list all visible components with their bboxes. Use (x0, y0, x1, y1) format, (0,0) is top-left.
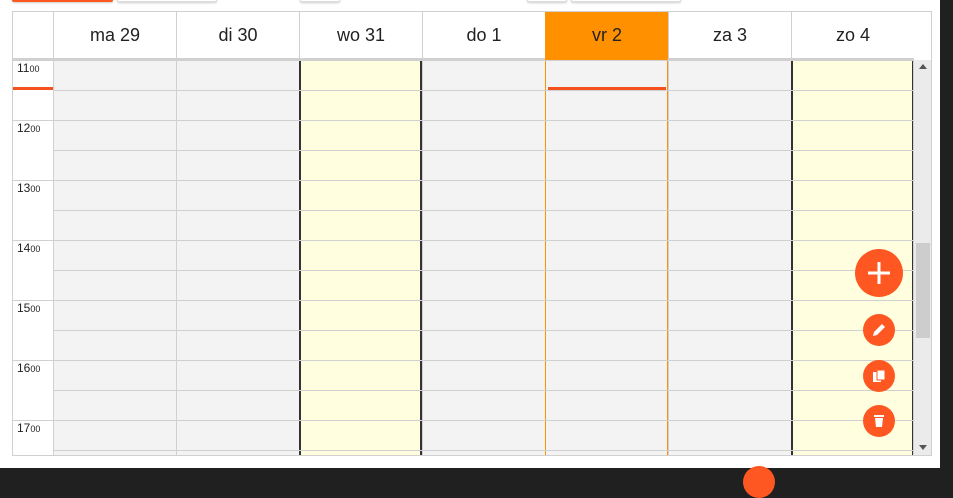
time-header-corner (13, 12, 53, 60)
minutes: 00 (29, 64, 40, 74)
grid-line (53, 180, 913, 181)
grid-line (53, 120, 913, 121)
hour: 13 (17, 181, 31, 195)
toolbar-button-primary[interactable] (12, 0, 113, 2)
minutes: 00 (30, 184, 41, 194)
grid-line (53, 390, 913, 391)
day-header[interactable]: di 30 (176, 12, 299, 60)
grid-line (13, 60, 53, 61)
hour-label: 1600 (17, 361, 40, 375)
current-time-line (548, 87, 666, 90)
hour: 15 (17, 301, 31, 315)
hour-label: 1200 (17, 121, 40, 135)
grid-line (53, 300, 913, 301)
toolbar-button[interactable] (300, 0, 340, 2)
toolbar-button[interactable] (571, 0, 681, 2)
edit-event-button[interactable] (863, 314, 895, 346)
hour-label: 1500 (17, 301, 40, 315)
day-column[interactable] (299, 60, 422, 455)
scroll-down-arrow[interactable] (919, 445, 927, 450)
scroll-up-arrow[interactable] (919, 64, 927, 69)
grid-line (53, 90, 913, 91)
hour-label: 1300 (17, 181, 40, 195)
grid-line (53, 270, 913, 271)
grid-line (53, 240, 913, 241)
grid-line (13, 420, 53, 421)
taskbar-icon[interactable] (743, 466, 775, 498)
delete-event-button[interactable] (863, 405, 895, 437)
grid-line (13, 300, 53, 301)
copy-icon (873, 369, 886, 382)
hour: 14 (17, 241, 31, 255)
day-column[interactable] (176, 60, 299, 455)
hour-label: 1100 (17, 61, 39, 75)
minutes: 00 (30, 304, 41, 314)
hour: 16 (17, 361, 31, 375)
day-column[interactable] (668, 60, 791, 455)
week-calendar: ma 29 di 30 wo 31 do 1 vr 2 za 3 zo 4 1100 1200 1… (12, 11, 932, 456)
minutes: 00 (30, 124, 41, 134)
scrollbar[interactable] (913, 60, 931, 455)
day-column[interactable] (545, 60, 668, 455)
grid-line (53, 360, 913, 361)
grid-line (13, 120, 53, 121)
plus-icon (868, 262, 890, 284)
toolbar-button[interactable] (527, 0, 567, 2)
grid-line (13, 360, 53, 361)
day-column[interactable] (53, 60, 176, 455)
grid-line (13, 240, 53, 241)
hour: 11 (17, 61, 30, 75)
day-column[interactable] (422, 60, 545, 455)
grid-line (53, 420, 913, 421)
grid-line (53, 60, 913, 61)
grid-line (53, 330, 913, 331)
day-header[interactable]: za 3 (668, 12, 791, 60)
toolbar-button[interactable] (117, 0, 217, 2)
minutes: 00 (30, 364, 41, 374)
day-header[interactable]: ma 29 (53, 12, 176, 60)
grid-line (13, 180, 53, 181)
pencil-icon (873, 324, 885, 336)
grid-line (53, 210, 913, 211)
grid-line (53, 150, 913, 151)
hour: 12 (17, 121, 31, 135)
hour-label: 1700 (17, 421, 40, 435)
day-header[interactable]: vr 2 (545, 12, 668, 60)
minutes: 00 (30, 244, 41, 254)
day-header[interactable]: zo 4 (791, 12, 914, 60)
trash-icon (874, 415, 884, 427)
grid-line (53, 450, 913, 451)
day-header[interactable]: do 1 (422, 12, 545, 60)
add-event-button[interactable] (855, 249, 903, 297)
hour: 17 (17, 421, 31, 435)
scrollbar-thumb[interactable] (916, 243, 930, 338)
current-time-indicator (13, 87, 53, 90)
day-header[interactable]: wo 31 (299, 12, 422, 60)
minutes: 00 (30, 424, 41, 434)
copy-event-button[interactable] (863, 360, 895, 392)
calendar-window: ma 29 di 30 wo 31 do 1 vr 2 za 3 zo 4 1100 1200 1… (0, 0, 940, 468)
hour-label: 1400 (17, 241, 40, 255)
